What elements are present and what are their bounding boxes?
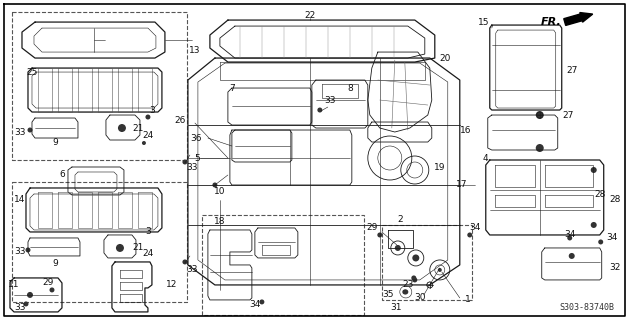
Text: S303-83740B: S303-83740B [560, 303, 615, 312]
Circle shape [145, 115, 150, 119]
Text: 20: 20 [439, 53, 450, 62]
Circle shape [569, 253, 575, 259]
Text: 31: 31 [390, 303, 401, 312]
Circle shape [598, 239, 603, 244]
Bar [12, 182, 187, 302]
Circle shape [467, 232, 472, 237]
Text: 24: 24 [142, 131, 153, 140]
Circle shape [591, 222, 597, 228]
Text: 25: 25 [26, 68, 38, 76]
Text: 24: 24 [142, 250, 153, 259]
Text: 19: 19 [434, 164, 445, 172]
Text: 30: 30 [414, 293, 426, 302]
Text: 34: 34 [249, 300, 260, 309]
Circle shape [27, 292, 33, 298]
Text: 32: 32 [610, 263, 621, 272]
Circle shape [567, 236, 572, 240]
Circle shape [116, 244, 124, 252]
Text: 9: 9 [52, 138, 58, 147]
Circle shape [318, 108, 322, 113]
Text: 3: 3 [145, 228, 151, 236]
Text: 34: 34 [564, 230, 576, 239]
Text: 28: 28 [594, 190, 605, 199]
Text: 26: 26 [174, 116, 186, 124]
Text: 7: 7 [229, 84, 235, 92]
Circle shape [377, 232, 382, 237]
Bar [12, 12, 187, 160]
Text: 34: 34 [469, 223, 481, 232]
Circle shape [411, 276, 416, 280]
Circle shape [50, 287, 55, 292]
Text: 28: 28 [610, 196, 621, 204]
Text: 13: 13 [189, 45, 201, 54]
Circle shape [438, 268, 442, 272]
Circle shape [591, 167, 597, 173]
Circle shape [403, 289, 408, 294]
Text: 21: 21 [132, 244, 143, 252]
Text: 33: 33 [186, 164, 198, 172]
Circle shape [412, 277, 417, 283]
Text: 29: 29 [42, 278, 53, 287]
Text: 27: 27 [562, 110, 574, 120]
Text: 33: 33 [14, 127, 26, 137]
Circle shape [412, 254, 420, 261]
Text: 33: 33 [14, 303, 26, 312]
Text: 21: 21 [132, 124, 143, 132]
Text: 23: 23 [402, 280, 413, 290]
Text: 18: 18 [214, 218, 226, 227]
Text: 33: 33 [324, 96, 336, 105]
Text: 3: 3 [149, 106, 155, 115]
Circle shape [182, 159, 187, 164]
Circle shape [118, 124, 126, 132]
Bar [202, 215, 364, 315]
Text: 22: 22 [304, 11, 316, 20]
Text: 36: 36 [191, 133, 202, 142]
Text: 27: 27 [566, 66, 577, 75]
Circle shape [182, 260, 187, 264]
Text: 6: 6 [59, 171, 65, 180]
Text: 2: 2 [397, 215, 403, 224]
Circle shape [259, 300, 264, 304]
Text: 15: 15 [478, 18, 490, 27]
Text: 35: 35 [382, 291, 394, 300]
Text: 9: 9 [52, 260, 58, 268]
Text: FR.: FR. [541, 17, 562, 27]
Text: 8: 8 [347, 84, 353, 92]
Circle shape [536, 111, 543, 119]
Text: 34: 34 [607, 234, 618, 243]
FancyArrow shape [564, 12, 593, 25]
Text: 33: 33 [186, 266, 198, 275]
Text: 17: 17 [456, 180, 467, 189]
Text: 33: 33 [14, 247, 26, 256]
Circle shape [142, 141, 146, 145]
Text: 11: 11 [8, 280, 19, 290]
Text: 10: 10 [214, 188, 226, 196]
Circle shape [536, 144, 543, 152]
Circle shape [395, 245, 401, 251]
Circle shape [26, 247, 30, 252]
Circle shape [403, 289, 408, 294]
Text: 1: 1 [465, 295, 470, 304]
Bar [382, 225, 472, 300]
Circle shape [28, 127, 33, 132]
Text: 16: 16 [460, 125, 472, 134]
Text: 14: 14 [14, 196, 26, 204]
Text: 12: 12 [166, 280, 177, 290]
Text: 4: 4 [482, 154, 487, 163]
Text: 29: 29 [366, 223, 377, 232]
Text: 5: 5 [194, 154, 200, 163]
Circle shape [213, 182, 218, 188]
Circle shape [23, 301, 28, 307]
